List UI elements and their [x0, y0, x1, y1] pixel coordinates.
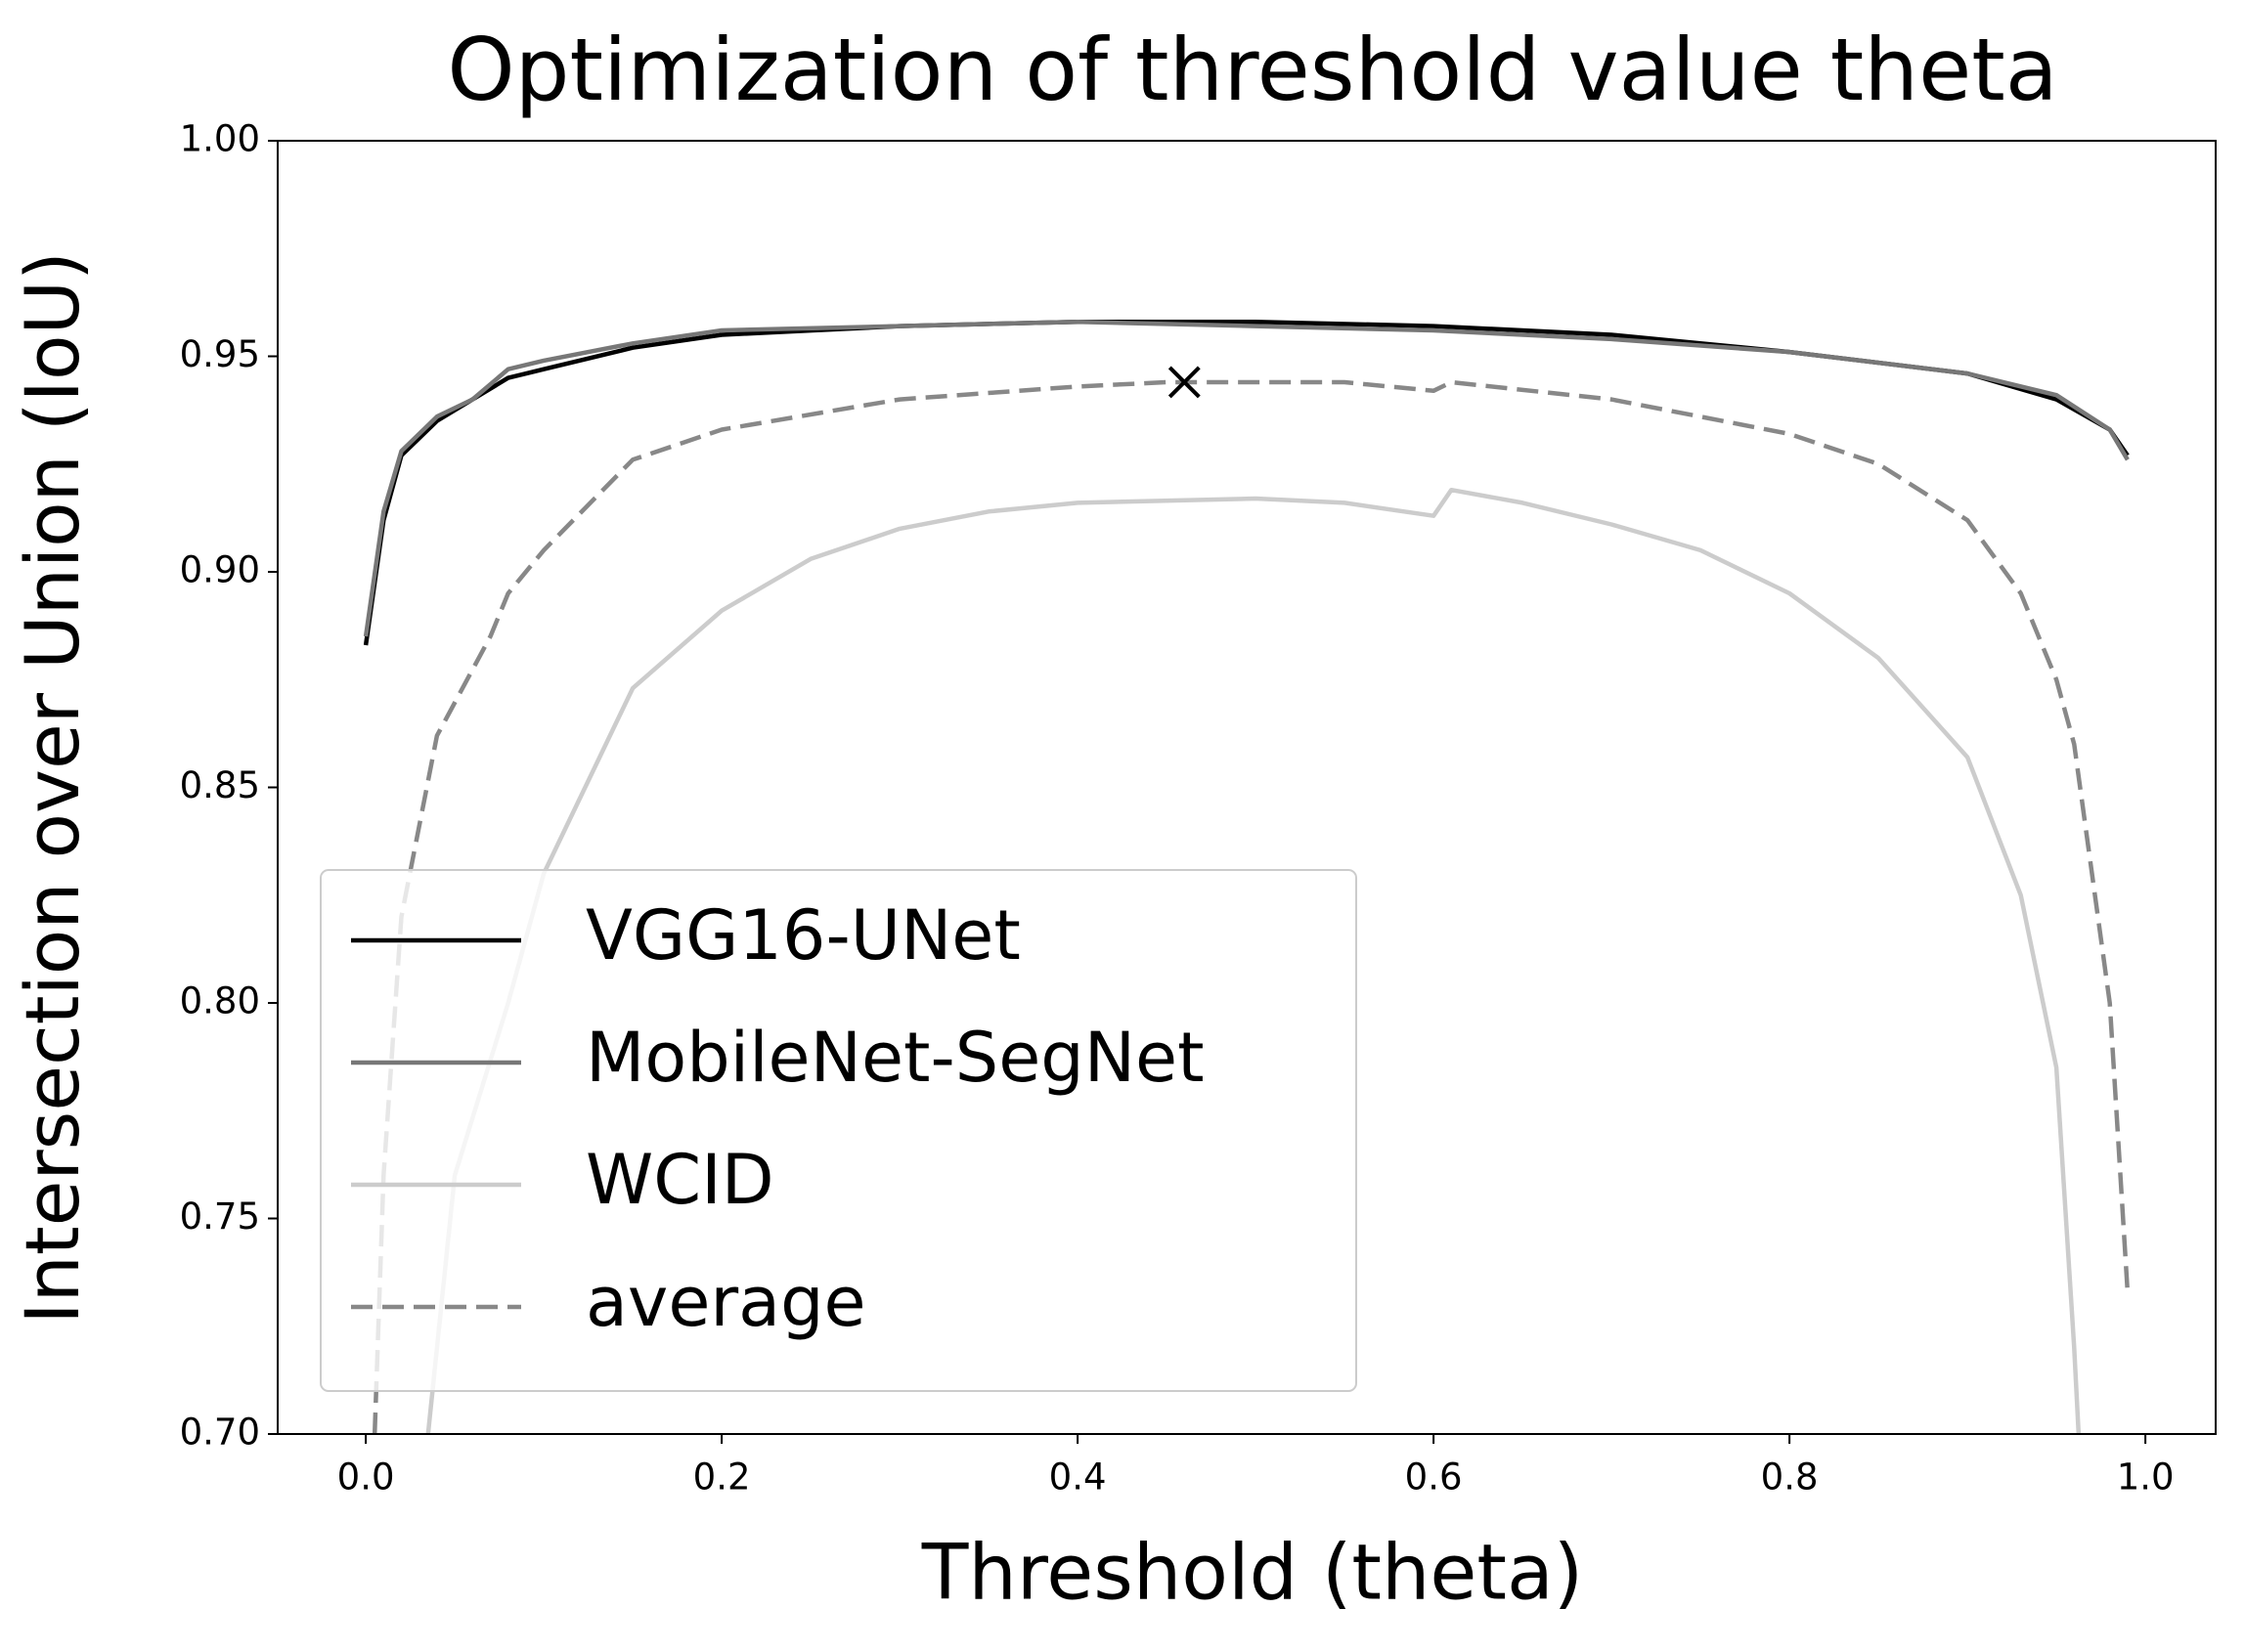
x-tick-label: 0.2: [693, 1456, 751, 1499]
plot-frame: [277, 140, 2217, 1435]
legend-label: WCID: [586, 1140, 774, 1220]
x-tick-label: 1.0: [2117, 1456, 2175, 1499]
y-tick-label: 0.95: [180, 333, 260, 375]
legend-box: [320, 869, 1357, 1392]
y-tick-label: 0.85: [180, 764, 260, 806]
y-tick-label: 0.80: [180, 980, 260, 1022]
series-line: [372, 379, 2131, 1434]
best-marker: [1167, 366, 1201, 399]
y-tick-label: 0.70: [180, 1412, 260, 1454]
y-tick-label: 0.90: [180, 549, 260, 591]
x-tick-label: 0.4: [1049, 1456, 1107, 1499]
x-tick-label: 0.0: [337, 1456, 395, 1499]
x-tick-label: 0.8: [1761, 1456, 1819, 1499]
y-axis-label: Intersection over Union (IoU): [9, 251, 96, 1324]
plot-area: [363, 319, 2131, 1434]
y-tick-label: 0.75: [180, 1196, 260, 1238]
legend-label: VGG16-UNet: [586, 895, 1021, 976]
series-line: [425, 487, 2082, 1434]
y-tick-label: 1.00: [180, 118, 260, 160]
x-axis-label: Threshold (theta): [921, 1529, 1583, 1617]
x-tick-label: 0.6: [1405, 1456, 1463, 1499]
chart-title: Optimization of threshold value theta: [447, 20, 2057, 120]
legend-label: MobileNet-SegNet: [586, 1018, 1205, 1098]
series-line: [363, 319, 2130, 637]
legend-label: average: [586, 1262, 866, 1342]
series-line: [363, 319, 2130, 646]
